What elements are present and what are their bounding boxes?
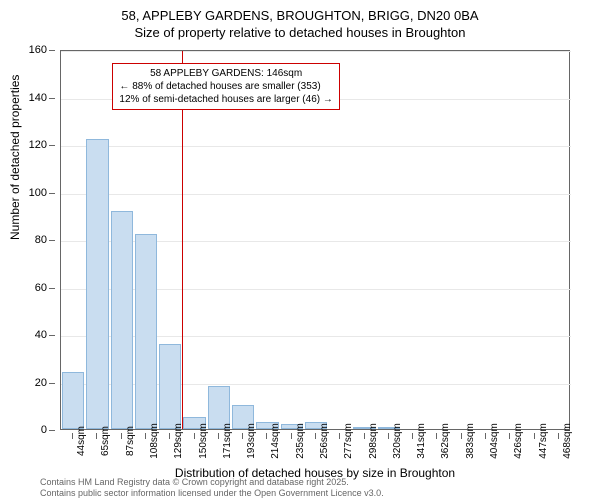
x-tick-label: 298sqm — [368, 423, 379, 459]
x-tick-label: 277sqm — [343, 423, 354, 459]
x-tick-label: 193sqm — [246, 423, 257, 459]
x-tick-label: 256sqm — [319, 423, 330, 459]
histogram-bar — [62, 372, 84, 429]
x-tick-label: 65sqm — [100, 426, 111, 456]
x-tick-label: 320sqm — [392, 423, 403, 459]
annotation-line1: 58 APPLEBY GARDENS: 146sqm — [119, 67, 332, 80]
chart-container: 58, APPLEBY GARDENS, BROUGHTON, BRIGG, D… — [0, 0, 600, 500]
annotation-box: 58 APPLEBY GARDENS: 146sqm ← 88% of deta… — [112, 63, 339, 110]
chart-area: 58 APPLEBY GARDENS: 146sqm ← 88% of deta… — [60, 50, 570, 430]
x-tick-label: 341sqm — [416, 423, 427, 459]
y-tick-label: 80 — [17, 234, 47, 246]
y-tick-label: 100 — [17, 187, 47, 199]
x-tick-label: 150sqm — [198, 423, 209, 459]
histogram-bar — [111, 211, 133, 430]
x-tick-label: 426sqm — [513, 423, 524, 459]
title-sub: Size of property relative to detached ho… — [0, 23, 600, 40]
footer: Contains HM Land Registry data © Crown c… — [40, 477, 384, 500]
x-tick-label: 87sqm — [125, 426, 136, 456]
x-tick-label: 108sqm — [149, 423, 160, 459]
y-tick-label: 140 — [17, 92, 47, 104]
y-tick-label: 60 — [17, 282, 47, 294]
x-tick-label: 362sqm — [440, 423, 451, 459]
x-tick-label: 404sqm — [489, 423, 500, 459]
title-main: 58, APPLEBY GARDENS, BROUGHTON, BRIGG, D… — [0, 0, 600, 23]
y-tick-label: 20 — [17, 377, 47, 389]
x-tick-label: 171sqm — [222, 423, 233, 459]
annotation-line3: 12% of semi-detached houses are larger (… — [119, 93, 332, 106]
x-tick-label: 129sqm — [173, 423, 184, 459]
x-tick-label: 235sqm — [295, 423, 306, 459]
x-tick-label: 214sqm — [270, 423, 281, 459]
footer-line1: Contains HM Land Registry data © Crown c… — [40, 477, 384, 489]
y-tick-label: 0 — [17, 424, 47, 436]
histogram-bar — [135, 234, 157, 429]
x-tick-label: 44sqm — [76, 426, 87, 456]
y-axis: 020406080100120140160 — [10, 50, 55, 430]
y-tick-label: 160 — [17, 44, 47, 56]
footer-line2: Contains public sector information licen… — [40, 488, 384, 500]
y-tick-label: 40 — [17, 329, 47, 341]
y-tick-label: 120 — [17, 139, 47, 151]
annotation-line2: ← 88% of detached houses are smaller (35… — [119, 80, 332, 93]
plot-box: 58 APPLEBY GARDENS: 146sqm ← 88% of deta… — [60, 50, 570, 430]
histogram-bar — [159, 344, 181, 430]
histogram-bar — [86, 139, 108, 429]
x-tick-label: 383sqm — [465, 423, 476, 459]
x-tick-label: 447sqm — [538, 423, 549, 459]
x-tick-label: 468sqm — [562, 423, 573, 459]
